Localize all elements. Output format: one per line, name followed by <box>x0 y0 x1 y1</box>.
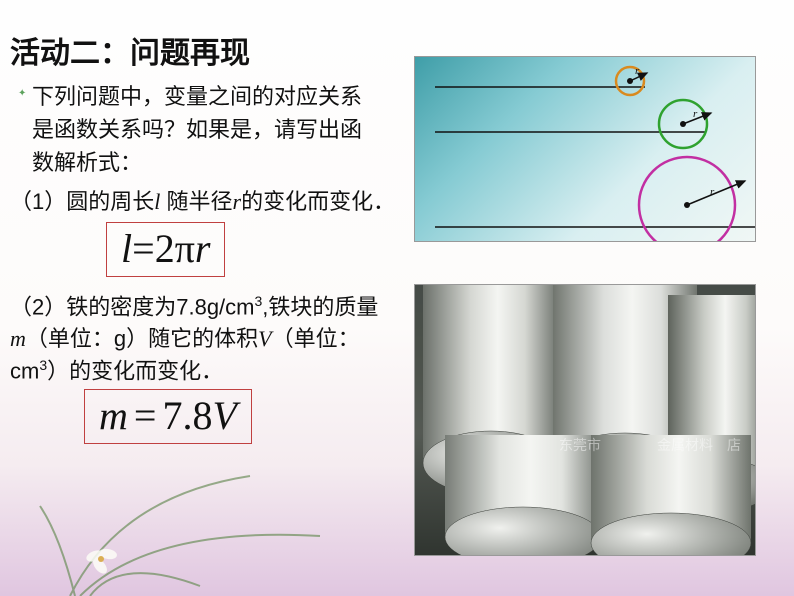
intro-text: 下列问题中，变量之间的对应关系是函数关系吗？如果是，请写出函数解析式： <box>32 80 382 179</box>
f1-coef: 2 <box>155 226 175 271</box>
circles-figure: r r r <box>414 56 756 242</box>
formula-1-wrap: l=2πr <box>106 222 396 277</box>
f1-eq: = <box>132 226 155 271</box>
f2-rhs: V <box>212 393 236 438</box>
f1-rhs: r <box>195 226 211 271</box>
q1-suffix: 的变化而变化． <box>241 189 395 214</box>
svg-text:r: r <box>635 65 640 77</box>
bullet-icon: ✦ <box>18 88 32 99</box>
q2-mid2: （单位：g）随它的体积 <box>26 326 258 351</box>
q2-suffix: ）的变化而变化． <box>47 358 223 383</box>
svg-text:r: r <box>710 186 715 198</box>
steel-svg <box>415 285 756 556</box>
formula-1: l=2πr <box>106 222 225 277</box>
question-1: （1）圆的周长l 随半径r的变化而变化． <box>10 185 396 218</box>
q1-var-r: r <box>233 189 242 214</box>
svg-text:r: r <box>693 108 698 120</box>
steel-watermark: 东莞市 金属材料 店 <box>559 435 741 455</box>
intro-row: ✦ 下列问题中，变量之间的对应关系是函数关系吗？如果是，请写出函数解析式： <box>18 80 396 179</box>
left-column: 活动二：问题再现 ✦ 下列问题中，变量之间的对应关系是函数关系吗？如果是，请写出… <box>16 28 396 454</box>
f1-pi: π <box>175 226 195 271</box>
q2-var-m: m <box>10 326 26 351</box>
q1-mid1: 随半径 <box>160 189 232 214</box>
q2-prefix: （2）铁的密度为7.8g/cm <box>10 294 255 319</box>
q1-prefix: （1）圆的周长 <box>10 189 154 214</box>
f2-num: 7.8 <box>162 393 212 438</box>
f1-lhs: l <box>121 226 132 271</box>
q2-var-V: V <box>258 326 271 351</box>
formula-2: m=7.8V <box>84 389 252 444</box>
steel-figure: 东莞市 金属材料 店 <box>414 284 756 556</box>
circles-svg: r r r <box>415 57 756 242</box>
f2-eq: = <box>128 393 163 438</box>
q2-sup2: 3 <box>39 357 47 373</box>
q2-mid1: ,铁块的质量 <box>262 294 378 319</box>
question-2: （2）铁的密度为7.8g/cm3,铁块的质量m（单位：g）随它的体积V（单位：c… <box>10 291 390 387</box>
section-title: 活动二：问题再现 <box>10 28 396 72</box>
formula-2-wrap: m=7.8V <box>84 389 252 444</box>
f2-lhs: m <box>99 393 128 438</box>
